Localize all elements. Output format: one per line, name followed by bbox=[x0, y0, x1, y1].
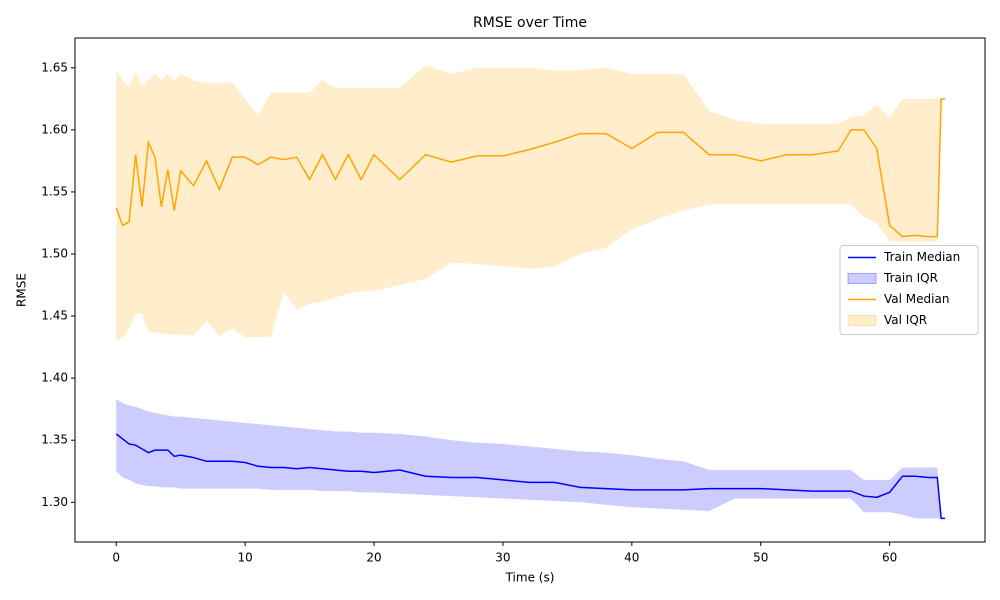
x-tick-label: 50 bbox=[753, 551, 768, 565]
x-tick-label: 40 bbox=[624, 551, 639, 565]
legend-box bbox=[839, 245, 979, 335]
x-tick-label: 60 bbox=[882, 551, 897, 565]
y-axis-label: RMSE bbox=[15, 273, 29, 307]
plot-frame bbox=[74, 37, 986, 543]
legend-label: Val Median bbox=[884, 292, 949, 306]
y-tick-label: 1.65 bbox=[41, 60, 68, 74]
y-tick-label: 1.50 bbox=[41, 247, 68, 261]
y-tick-label: 1.35 bbox=[41, 433, 68, 447]
legend: Train Median Train IQR Val Median Val IQR bbox=[839, 245, 979, 335]
median-line bbox=[115, 433, 946, 520]
iqr-band bbox=[116, 65, 946, 341]
legend-label: Val IQR bbox=[884, 313, 927, 327]
legend-label: Train IQR bbox=[883, 271, 938, 285]
plot-area bbox=[115, 65, 946, 520]
x-tick-label: 30 bbox=[495, 551, 510, 565]
iqr-band bbox=[116, 399, 946, 519]
y-tick-label: 1.60 bbox=[41, 122, 68, 136]
y-tick-label: 1.45 bbox=[41, 309, 68, 323]
x-tick-label: 0 bbox=[112, 551, 120, 565]
legend-swatch bbox=[847, 315, 877, 326]
x-tick-label: 20 bbox=[366, 551, 381, 565]
y-tick-label: 1.30 bbox=[41, 495, 68, 509]
y-tick-label: 1.40 bbox=[41, 371, 68, 385]
chart-title: RMSE over Time bbox=[473, 15, 587, 31]
x-axis-label: Time (s) bbox=[505, 571, 555, 585]
legend-label: Train Median bbox=[883, 250, 960, 264]
median-line bbox=[115, 98, 946, 238]
y-tick-label: 1.55 bbox=[41, 184, 68, 198]
x-tick-label: 10 bbox=[238, 551, 253, 565]
legend-swatch bbox=[847, 273, 877, 284]
